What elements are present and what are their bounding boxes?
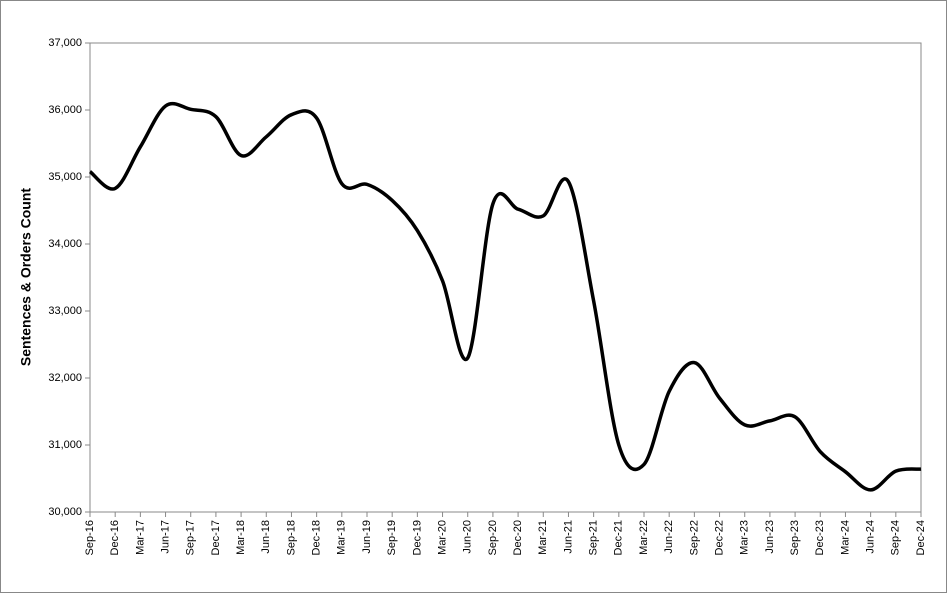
- x-tick-label: Jun-17: [159, 520, 171, 554]
- x-tick-label: Jun-24: [865, 520, 877, 554]
- x-tick-label: Mar-20: [436, 520, 448, 555]
- x-tick-label: Sep-23: [789, 520, 801, 555]
- x-tick-label: Mar-24: [839, 520, 851, 555]
- x-tick-label: Sep-22: [688, 520, 700, 555]
- x-tick-label: Jun-21: [562, 520, 574, 554]
- x-tick-label: Mar-19: [336, 520, 348, 555]
- x-tick-label: Dec-17: [210, 520, 222, 555]
- x-tick-label: Dec-18: [311, 520, 323, 555]
- x-tick-label: Mar-17: [134, 520, 146, 555]
- x-tick-label: Dec-21: [613, 520, 625, 555]
- x-tick-label: Jun-23: [764, 520, 776, 554]
- x-tick-label: Dec-20: [512, 520, 524, 555]
- x-tick-label: Dec-22: [713, 520, 725, 555]
- x-tick-label: Dec-24: [915, 520, 927, 555]
- x-tick-label: Sep-17: [185, 520, 197, 555]
- x-tick-label: Sep-21: [588, 520, 600, 555]
- x-tick-label: Dec-19: [411, 520, 423, 555]
- x-tick-label: Jun-22: [663, 520, 675, 554]
- x-tick-label: Mar-21: [537, 520, 549, 555]
- y-tick-label: 36,000: [48, 104, 82, 116]
- x-tick-label: Sep-24: [890, 520, 902, 555]
- y-axis-title: Sentences & Orders Count: [18, 188, 34, 366]
- x-tick-label: Jun-20: [462, 520, 474, 554]
- y-tick-label: 37,000: [48, 37, 82, 49]
- y-tick-label: 31,000: [48, 439, 82, 451]
- x-tick-label: Sep-16: [84, 520, 96, 555]
- x-tick-label: Dec-16: [109, 520, 121, 555]
- x-tick-label: Mar-23: [739, 520, 751, 555]
- x-tick-label: Jun-19: [361, 520, 373, 554]
- x-tick-label: Sep-19: [386, 520, 398, 555]
- x-tick-label: Mar-18: [235, 520, 247, 555]
- y-tick-label: 34,000: [48, 238, 82, 250]
- x-tick-label: Jun-18: [260, 520, 272, 554]
- plot-area: [89, 42, 922, 513]
- x-tick-label: Sep-20: [487, 520, 499, 555]
- x-tick-label: Mar-22: [638, 520, 650, 555]
- data-line: [88, 101, 922, 492]
- x-tick-label: Sep-18: [285, 520, 297, 555]
- y-tick-label: 33,000: [48, 305, 82, 317]
- x-tick-label: Dec-23: [814, 520, 826, 555]
- y-tick-label: 32,000: [48, 372, 82, 384]
- y-tick-label: 30,000: [48, 506, 82, 518]
- y-tick-label: 35,000: [48, 171, 82, 183]
